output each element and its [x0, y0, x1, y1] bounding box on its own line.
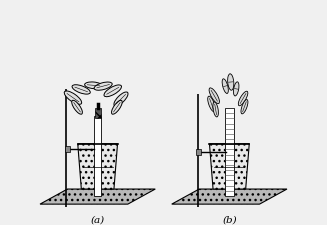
Ellipse shape	[114, 92, 128, 107]
Ellipse shape	[213, 103, 218, 117]
Ellipse shape	[238, 92, 248, 106]
Ellipse shape	[222, 79, 228, 94]
Ellipse shape	[241, 100, 248, 114]
Ellipse shape	[104, 86, 122, 97]
Ellipse shape	[228, 74, 234, 91]
Bar	[225, 109, 234, 196]
Polygon shape	[210, 144, 249, 189]
Polygon shape	[172, 189, 287, 204]
Polygon shape	[78, 144, 117, 189]
Polygon shape	[40, 189, 155, 204]
Ellipse shape	[72, 101, 82, 115]
Ellipse shape	[72, 85, 90, 95]
Text: (b): (b)	[222, 214, 237, 223]
Ellipse shape	[85, 83, 102, 89]
Ellipse shape	[209, 88, 219, 104]
Ellipse shape	[208, 97, 215, 112]
Ellipse shape	[64, 92, 82, 105]
Bar	[65, 146, 70, 153]
Bar	[95, 109, 101, 118]
Ellipse shape	[94, 83, 112, 91]
Bar	[94, 117, 101, 196]
Bar	[196, 149, 201, 155]
Ellipse shape	[112, 101, 122, 115]
Text: (a): (a)	[91, 214, 105, 223]
Ellipse shape	[233, 83, 239, 97]
